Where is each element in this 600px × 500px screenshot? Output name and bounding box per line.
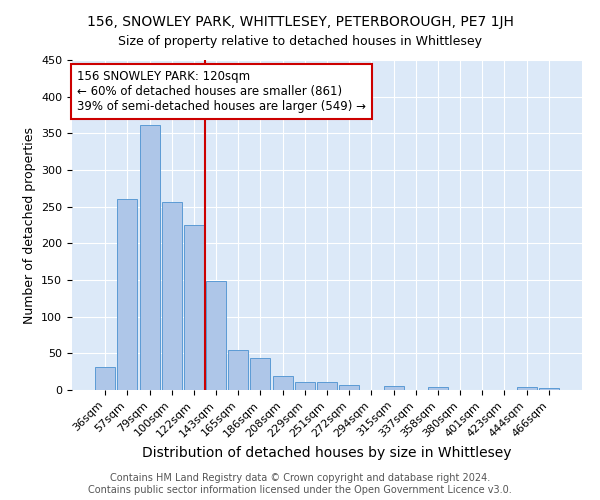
Bar xyxy=(428,387,448,390)
Bar xyxy=(383,386,404,390)
X-axis label: Distribution of detached houses by size in Whittlesey: Distribution of detached houses by size … xyxy=(142,446,512,460)
Bar xyxy=(539,388,559,390)
Bar xyxy=(317,382,337,390)
Text: 156, SNOWLEY PARK, WHITTLESEY, PETERBOROUGH, PE7 1JH: 156, SNOWLEY PARK, WHITTLESEY, PETERBORO… xyxy=(86,15,514,29)
Bar xyxy=(339,385,359,390)
Bar xyxy=(272,376,293,390)
Bar xyxy=(184,225,204,390)
Y-axis label: Number of detached properties: Number of detached properties xyxy=(23,126,35,324)
Text: 156 SNOWLEY PARK: 120sqm
← 60% of detached houses are smaller (861)
39% of semi-: 156 SNOWLEY PARK: 120sqm ← 60% of detach… xyxy=(77,70,366,113)
Bar xyxy=(118,200,137,390)
Bar xyxy=(162,202,182,390)
Text: Size of property relative to detached houses in Whittlesey: Size of property relative to detached ho… xyxy=(118,35,482,48)
Text: Contains HM Land Registry data © Crown copyright and database right 2024.
Contai: Contains HM Land Registry data © Crown c… xyxy=(88,474,512,495)
Bar xyxy=(517,387,536,390)
Bar xyxy=(206,282,226,390)
Bar xyxy=(250,358,271,390)
Bar xyxy=(295,382,315,390)
Bar xyxy=(95,366,115,390)
Bar xyxy=(228,350,248,390)
Bar xyxy=(140,124,160,390)
